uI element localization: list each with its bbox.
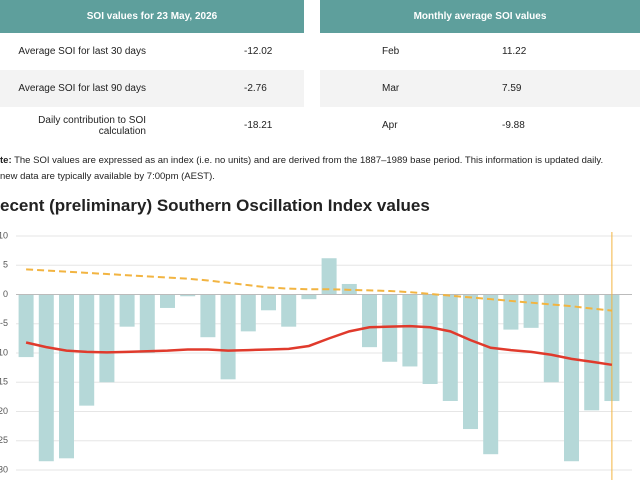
bar [382, 294, 398, 362]
bar [119, 294, 135, 327]
y-tick-label: 0 [3, 289, 8, 299]
bar [38, 294, 54, 462]
y-tick-label: 5 [3, 260, 8, 270]
chart-title: ecent (preliminary) Southern Oscillation… [0, 196, 430, 215]
bar [442, 294, 458, 401]
y-tick-label: -10 [0, 347, 8, 357]
note-label: te: [0, 155, 12, 166]
left-table: SOI values for 23 May, 2026 Average SOI … [0, 0, 304, 144]
line [25, 324, 613, 367]
bar [281, 294, 297, 327]
bar [240, 294, 256, 332]
table-title: Monthly average SOI values [320, 0, 640, 33]
cell: Feb [320, 33, 502, 70]
cell: 11.22 [502, 33, 640, 70]
cell: 7.59 [502, 70, 640, 107]
bar [99, 294, 115, 383]
y-tick-label: -25 [0, 435, 8, 445]
bar [422, 294, 438, 385]
cell: Apr [320, 107, 502, 144]
cell: -9.88 [502, 107, 640, 144]
y-tick-label: -5 [0, 318, 8, 328]
cell: -18.21 [244, 107, 304, 144]
cell: Average SOI for last 30 days [0, 33, 244, 70]
note-text: new data are typically available by 7:00… [0, 171, 215, 182]
bar [79, 294, 95, 406]
right-table: Monthly average SOI values Feb 11.22 Mar 7… [320, 0, 640, 144]
cell: -2.76 [244, 70, 304, 107]
table-title: SOI values for 23 May, 2026 [0, 0, 304, 33]
note-text: The SOI values are expressed as an index… [14, 155, 604, 166]
bar [200, 294, 216, 338]
cell: Average SOI for last 90 days [0, 70, 244, 107]
cell: Mar [320, 70, 502, 107]
bar [523, 294, 539, 328]
line [26, 268, 613, 312]
bar [463, 294, 478, 430]
bar [160, 294, 175, 308]
bar [18, 294, 34, 358]
bar [220, 294, 236, 380]
bar [402, 294, 418, 367]
y-tick-label: 10 [0, 230, 8, 240]
bar [261, 294, 276, 311]
note: te: The SOI values are expressed as an i… [0, 153, 603, 185]
bar [584, 294, 600, 411]
bar [503, 294, 519, 330]
y-tick-label: -30 [0, 464, 8, 474]
bar [301, 294, 317, 300]
bar [180, 294, 196, 297]
bar [483, 294, 499, 455]
bar [564, 294, 579, 462]
y-tick-label: -15 [0, 377, 8, 387]
bar [139, 294, 155, 353]
bar [59, 294, 74, 459]
cell: -12.02 [244, 33, 304, 70]
cell: Daily contribution to SOI calculation [0, 107, 244, 144]
bar [321, 258, 337, 295]
y-tick-label: -20 [0, 406, 8, 416]
bar [543, 294, 559, 383]
bar [362, 294, 377, 348]
